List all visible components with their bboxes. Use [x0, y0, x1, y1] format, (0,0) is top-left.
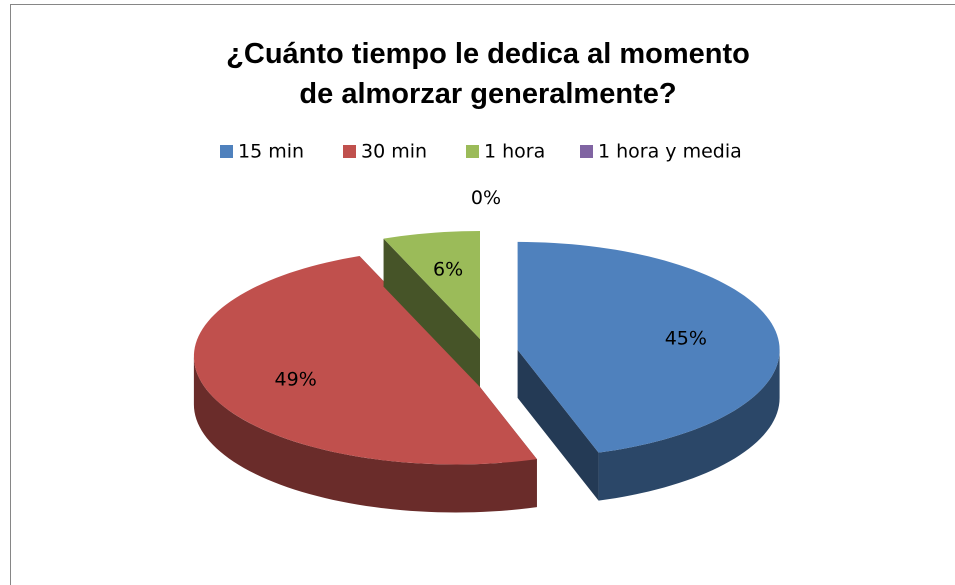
legend-label: 1 hora [484, 141, 545, 163]
chart-title: ¿Cuánto tiempo le dedica al momento de al… [226, 38, 750, 110]
data-label: 45% [665, 327, 707, 349]
slice [193, 256, 537, 465]
legend-swatch [466, 145, 479, 158]
legend-label: 1 hora y media [598, 141, 742, 163]
slice [517, 241, 780, 453]
slice-side [193, 356, 537, 513]
legend-label: 30 min [361, 141, 427, 163]
data-label: 0% [471, 187, 501, 209]
slice-side [598, 349, 780, 501]
legend-label: 15 min [238, 141, 304, 163]
legend-swatch [343, 145, 356, 158]
legend-swatch [580, 145, 593, 158]
data-label: 49% [275, 369, 317, 391]
slice-side [517, 349, 599, 501]
slice [383, 231, 481, 340]
slice-side [383, 238, 481, 388]
legend-swatch [220, 145, 233, 158]
data-label: 6% [433, 259, 463, 281]
